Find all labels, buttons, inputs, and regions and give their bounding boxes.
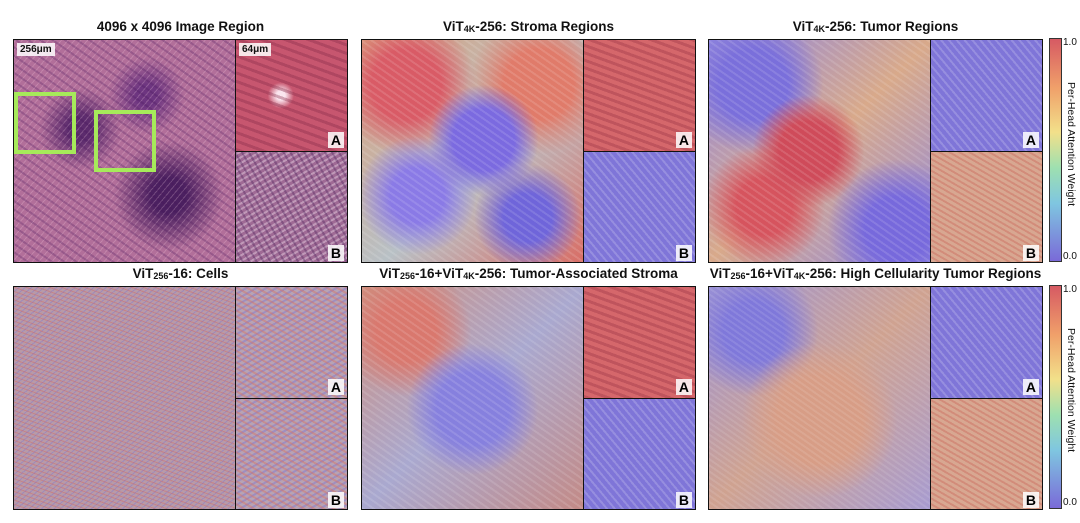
colorbar-top (1049, 38, 1062, 262)
inset-a-image: 64μm A (236, 40, 347, 152)
inset-b-heatmap: B (584, 152, 695, 262)
colorbar-bottom-min: 0.0 (1063, 497, 1077, 508)
inset-b-image: B (236, 152, 347, 262)
inset-b-label: B (1022, 492, 1039, 508)
inset-a-label: A (1022, 132, 1039, 148)
scale-label-64: 64μm (239, 43, 272, 56)
inset-b-label: B (327, 492, 344, 508)
panel-tumor-associated-stroma: ViT256-16+ViT4K-256: Tumor-Associated St… (361, 266, 696, 510)
panel-title: ViT4K-256: Stroma Regions (442, 19, 615, 34)
panel-stroma-regions: ViT4K-256: Stroma Regions A B (361, 19, 696, 263)
main-he-image: 256μm (14, 40, 236, 262)
main-heatmap (14, 287, 236, 509)
panel-title: ViT256-16: Cells (132, 266, 229, 281)
panel-title: ViT256-16+ViT4K-256: High Cellularity Tu… (709, 266, 1042, 281)
colorbar-bottom-max: 1.0 (1063, 284, 1077, 295)
inset-b-label: B (675, 492, 692, 508)
scale-label-256: 256μm (17, 43, 55, 56)
inset-b-heatmap: B (584, 399, 695, 509)
main-heatmap (709, 287, 931, 509)
inset-b-label: B (327, 245, 344, 261)
inset-a-heatmap: A (584, 40, 695, 152)
panel-tumor-regions: ViT4K-256: Tumor Regions A B (708, 19, 1043, 263)
panel-cells: ViT256-16: Cells A B (13, 266, 348, 510)
inset-b-label: B (1022, 245, 1039, 261)
panel-title: ViT256-16+ViT4K-256: Tumor-Associated St… (379, 266, 678, 281)
panel-title: 4096 x 4096 Image Region (96, 19, 265, 34)
inset-a-heatmap: A (931, 287, 1042, 399)
roi-box-a (14, 92, 76, 154)
inset-a-heatmap: A (584, 287, 695, 399)
inset-b-label: B (675, 245, 692, 261)
colorbar-bottom-label: Per-Head Attention Weight (1065, 328, 1077, 453)
inset-a-label: A (327, 379, 344, 395)
main-heatmap (362, 287, 584, 509)
panel-high-cellularity-tumor: ViT256-16+ViT4K-256: High Cellularity Tu… (708, 266, 1043, 510)
colorbar-top-max: 1.0 (1063, 37, 1077, 48)
inset-b-heatmap: B (931, 399, 1042, 509)
inset-a-label: A (675, 132, 692, 148)
main-heatmap (709, 40, 931, 262)
colorbar-top-min: 0.0 (1063, 251, 1077, 262)
inset-b-heatmap: B (236, 399, 347, 509)
main-heatmap (362, 40, 584, 262)
panel-title: ViT4K-256: Tumor Regions (792, 19, 959, 34)
panel-image-region: 4096 x 4096 Image Region 256μm 64μm A B (13, 19, 348, 263)
inset-a-label: A (327, 132, 344, 148)
inset-b-heatmap: B (931, 152, 1042, 262)
colorbar-top-label: Per-Head Attention Weight (1065, 82, 1077, 207)
inset-a-label: A (675, 379, 692, 395)
colorbar-bottom (1049, 285, 1062, 509)
inset-a-heatmap: A (236, 287, 347, 399)
inset-a-heatmap: A (931, 40, 1042, 152)
inset-a-label: A (1022, 379, 1039, 395)
roi-box-b (94, 110, 156, 172)
